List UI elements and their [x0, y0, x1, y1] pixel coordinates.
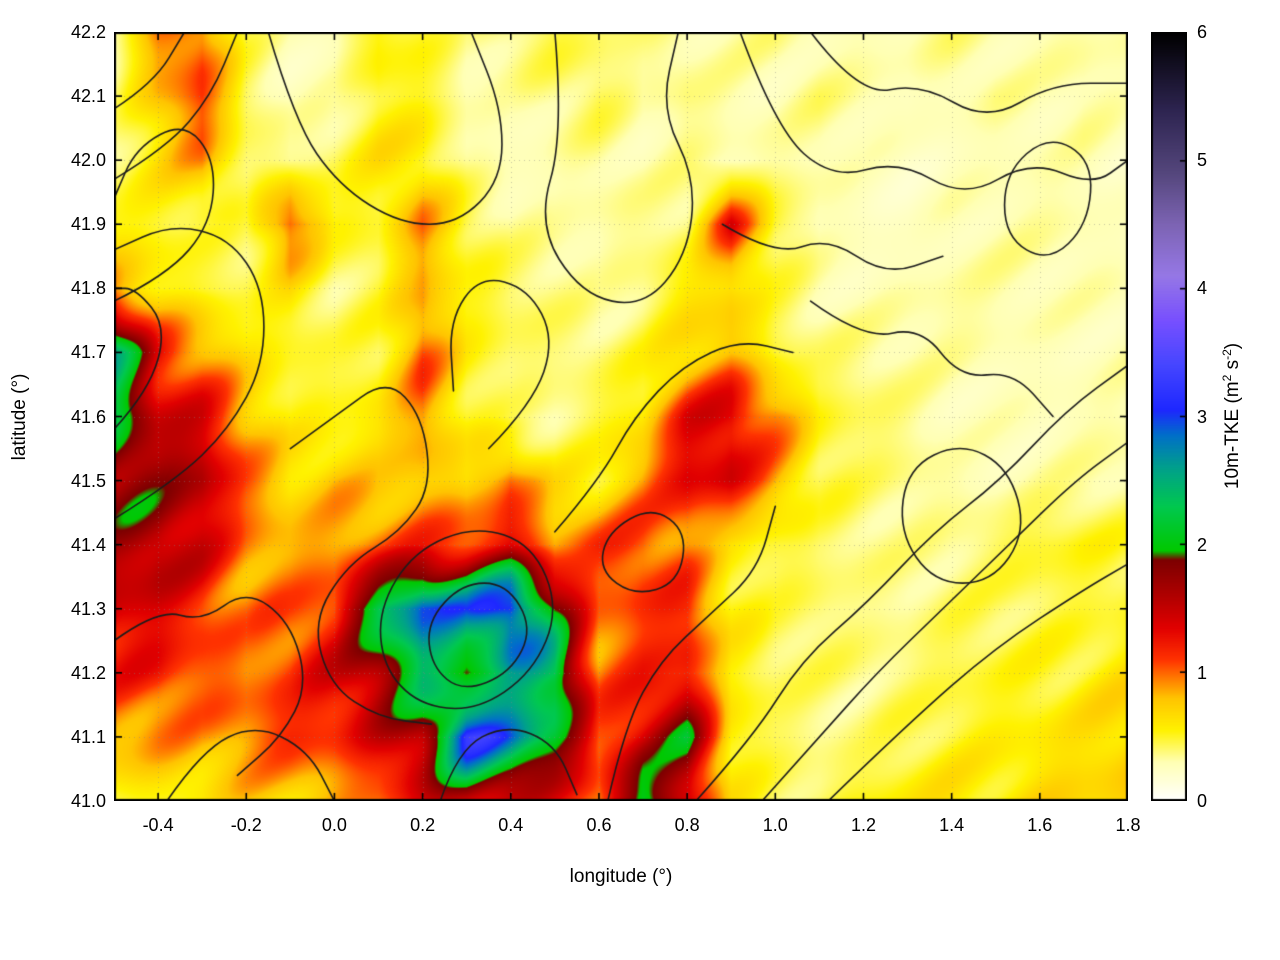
y-tick-label: 41.3: [70, 598, 106, 619]
x-tick-label: 1.4: [939, 815, 965, 835]
x-tick-label: 1.8: [1115, 815, 1141, 835]
colorbar-tick-label: 4: [1197, 278, 1208, 299]
y-tick-label: 42.2: [70, 22, 106, 42]
y-tick-label: 42.1: [70, 86, 106, 107]
y-tick-label: 41.5: [70, 470, 106, 491]
y-axis-label: latitude (°): [9, 373, 30, 461]
y-tick-label: 41.7: [70, 342, 106, 363]
x-tick-label: 0.6: [586, 815, 612, 835]
y-tick-label: 41.2: [70, 662, 106, 683]
y-tick-label: 41.6: [70, 406, 106, 427]
x-axis-label: longitude (°): [569, 866, 673, 887]
colorbar-tick-label: 3: [1197, 406, 1208, 427]
colorbar-label: 10m-TKE (m2 s-2): [1220, 343, 1244, 489]
colorbar-label-mid: s: [1222, 359, 1244, 375]
colorbar: [1151, 32, 1187, 801]
x-tick-label: 0.8: [674, 815, 700, 835]
y-tick-label: 41.4: [70, 534, 106, 555]
x-tick-label: 0.4: [498, 815, 524, 835]
x-tick-label: 1.2: [850, 815, 876, 835]
x-tick-label: 1.6: [1027, 815, 1053, 835]
x-tick-label: -0.4: [142, 815, 174, 835]
y-tick-label: 41.8: [70, 278, 106, 299]
colorbar-tick-label: 6: [1197, 22, 1208, 42]
x-tick-label: 1.0: [762, 815, 788, 835]
y-tick-label: 41.1: [70, 726, 106, 747]
x-tick-label: -0.2: [230, 815, 262, 835]
colorbar-label-sup2: -2: [1219, 349, 1234, 360]
heatmap-canvas: [114, 32, 1128, 801]
y-tick-label: 41.9: [70, 214, 106, 235]
colorbar-canvas: [1151, 32, 1187, 801]
colorbar-label-sup1: 2: [1219, 374, 1234, 382]
x-tick-label: 0.2: [410, 815, 436, 835]
colorbar-label-post: ): [1222, 342, 1244, 350]
plot-area: [114, 32, 1128, 801]
y-tick-label: 41.0: [70, 791, 106, 811]
x-tick-label: 0.0: [321, 815, 347, 835]
colorbar-tick-label: 1: [1197, 662, 1208, 683]
colorbar-tick-label: 0: [1197, 791, 1208, 811]
colorbar-tick-label: 2: [1197, 534, 1208, 555]
colorbar-tick-label: 5: [1197, 150, 1208, 171]
colorbar-label-pre: 10m-TKE (m: [1222, 381, 1244, 490]
y-tick-label: 42.0: [70, 150, 106, 171]
